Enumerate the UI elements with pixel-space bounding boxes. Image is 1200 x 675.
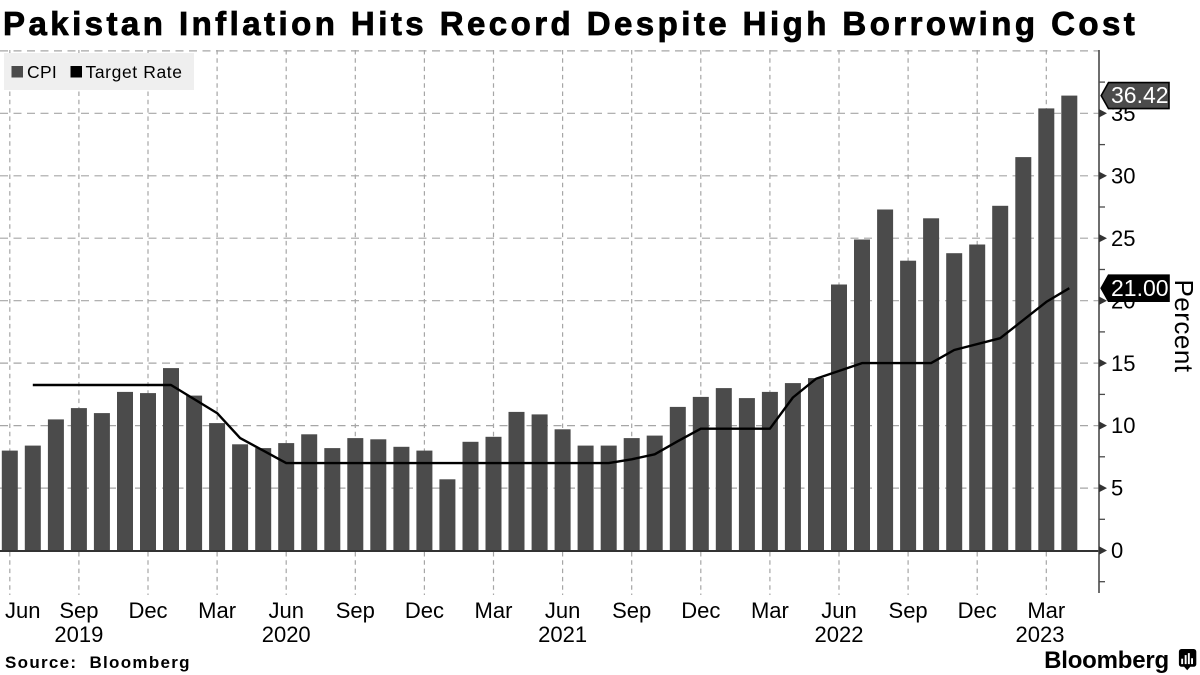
svg-text:Jun: Jun [5, 598, 40, 623]
svg-text:Target Rate: Target Rate [86, 62, 183, 82]
svg-text:Mar: Mar [198, 598, 236, 623]
svg-text:15: 15 [1111, 351, 1135, 376]
svg-text:Mar: Mar [1027, 598, 1065, 623]
svg-text:Dec: Dec [681, 598, 720, 623]
svg-text:36.42: 36.42 [1111, 82, 1169, 108]
svg-text:Bloomberg: Bloomberg [1044, 647, 1169, 674]
svg-text:25: 25 [1111, 226, 1135, 251]
svg-text:30: 30 [1111, 163, 1135, 188]
svg-text:Sep: Sep [336, 598, 375, 623]
svg-text:21.00: 21.00 [1111, 275, 1169, 301]
svg-text:Sep: Sep [889, 598, 928, 623]
svg-text:Jun: Jun [268, 598, 303, 623]
svg-text:Jun: Jun [821, 598, 856, 623]
svg-text:Mar: Mar [751, 598, 789, 623]
svg-text:Sep: Sep [612, 598, 651, 623]
svg-text:Jun: Jun [545, 598, 580, 623]
svg-text:2022: 2022 [815, 622, 864, 647]
svg-text:2021: 2021 [538, 622, 587, 647]
svg-text:Mar: Mar [475, 598, 513, 623]
svg-text:CPI: CPI [27, 62, 57, 82]
svg-text:Percent: Percent [1169, 279, 1199, 372]
svg-text:10: 10 [1111, 413, 1135, 438]
svg-text:2023: 2023 [1016, 622, 1065, 647]
svg-text:0: 0 [1111, 538, 1123, 563]
svg-text:Dec: Dec [405, 598, 444, 623]
svg-text:Source: Bloomberg: Source: Bloomberg [5, 653, 191, 672]
svg-text:2019: 2019 [54, 622, 103, 647]
svg-text:Sep: Sep [59, 598, 98, 623]
svg-text:Dec: Dec [128, 598, 167, 623]
svg-text:2020: 2020 [262, 622, 311, 647]
svg-text:5: 5 [1111, 476, 1123, 501]
svg-text:Dec: Dec [958, 598, 997, 623]
